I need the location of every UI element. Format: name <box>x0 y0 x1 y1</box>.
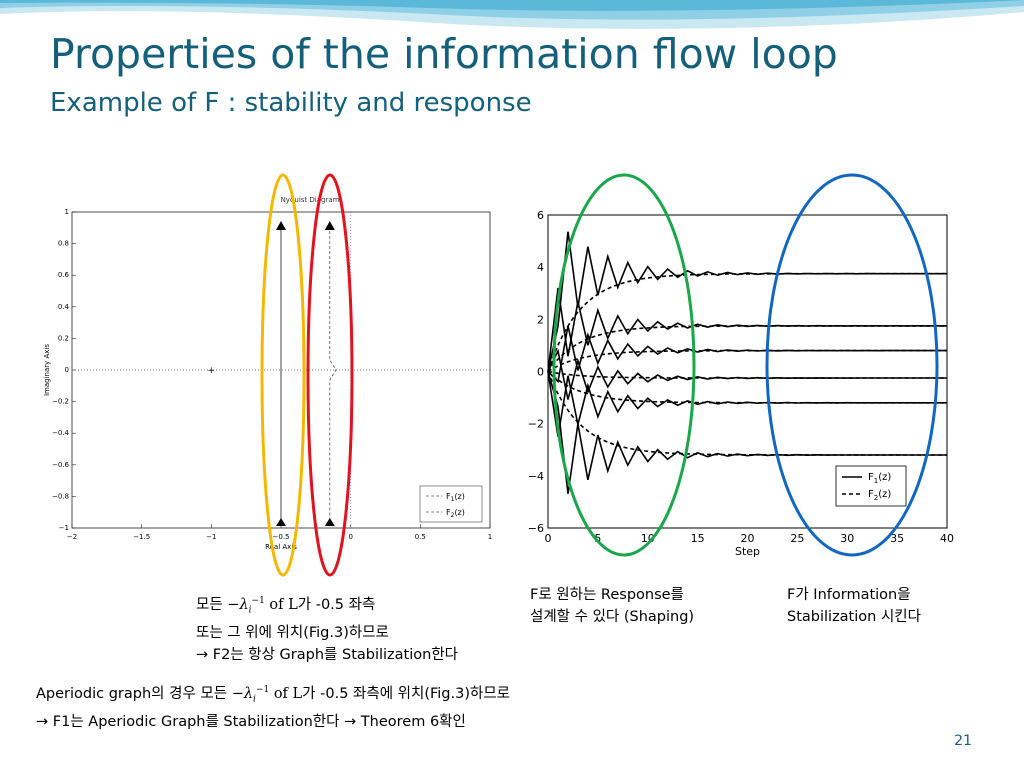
step-xlabel: Step <box>735 545 760 558</box>
step-xtick: 30 <box>840 532 854 545</box>
step-response-figure: 0 5 10 15 20 25 30 35 40 6 4 2 0 −2 −4 −… <box>528 200 960 562</box>
nyquist-figure: Nyquist Diagram −2 −1.5 −1 −0.5 0 0.5 1 … <box>40 190 500 555</box>
step-xtick: 15 <box>691 532 705 545</box>
header-wave <box>0 0 1024 29</box>
svg-text:F1(z): F1(z) <box>446 492 465 503</box>
slide-subtitle: Example of F : stability and response <box>50 88 532 118</box>
nyq-ytick: 0.4 <box>58 303 70 311</box>
step-ytick: −4 <box>528 470 544 483</box>
nyquist-title: Nyquist Diagram <box>281 196 340 204</box>
step-ytick: 4 <box>537 261 544 274</box>
step-xtick: 10 <box>641 532 655 545</box>
nyq-xtick: 0 <box>348 533 352 541</box>
nyq-ytick: 0 <box>65 366 69 374</box>
step-ytick: 0 <box>537 366 544 379</box>
step-ytick: 6 <box>537 209 544 222</box>
nyq-ytick: 1 <box>65 208 69 216</box>
step-xtick: 40 <box>940 532 954 545</box>
nyq-xtick: −0.5 <box>273 533 290 541</box>
critical-point-marker: + <box>208 366 216 376</box>
nyq-ytick: 0.8 <box>58 240 69 248</box>
step-ytick: −2 <box>528 418 544 431</box>
nyq-ytick: 0.2 <box>58 334 69 342</box>
step-xtick: 5 <box>594 532 601 545</box>
note-aperiodic: Aperiodic graph의 경우 모든 −λi−1 of L가 -0.5 … <box>36 685 511 730</box>
nyq-ytick: −0.2 <box>52 398 69 406</box>
nyq-xtick: 1 <box>488 533 492 541</box>
note-information-stabilization: F가 Information을 Stabilization 시킨다 <box>787 587 921 625</box>
step-xtick: 20 <box>741 532 755 545</box>
nyq-ytick: −0.4 <box>52 429 70 437</box>
nyq-xtick: −1 <box>206 533 216 541</box>
nyq-xtick: 0.5 <box>415 533 426 541</box>
note-response-shaping: F로 원하는 Response를 설계할 수 있다 (Shaping) <box>530 587 695 625</box>
step-legend: F1(z) F2(z) <box>835 465 907 507</box>
svg-text:F2(z): F2(z) <box>446 508 465 519</box>
nyq-legend: F1(z) F2(z) <box>419 485 483 523</box>
nyq-xtick: −2 <box>67 533 77 541</box>
nyq-ytick: 0.6 <box>58 271 70 279</box>
step-xtick: 35 <box>890 532 904 545</box>
step-xtick: 0 <box>545 532 552 545</box>
nyq-ytick: −0.6 <box>52 461 70 469</box>
nyq-ylabel: Imaginary Axis <box>43 344 51 396</box>
note-f2-stabilization: 모든 −λi−1 of L가 -0.5 좌측 또는 그 위에 위치(Fig.3)… <box>196 596 459 663</box>
step-ytick: 2 <box>537 313 544 326</box>
page-number: 21 <box>954 733 972 749</box>
slide-title: Properties of the information flow loop <box>50 30 838 78</box>
nyq-ytick: −1 <box>59 524 69 532</box>
nyq-ytick: −0.8 <box>52 492 69 500</box>
step-ytick: −6 <box>528 522 544 535</box>
step-xtick: 25 <box>790 532 804 545</box>
nyq-xtick: −1.5 <box>133 533 150 541</box>
nyq-xlabel: Real Axis <box>265 543 297 551</box>
